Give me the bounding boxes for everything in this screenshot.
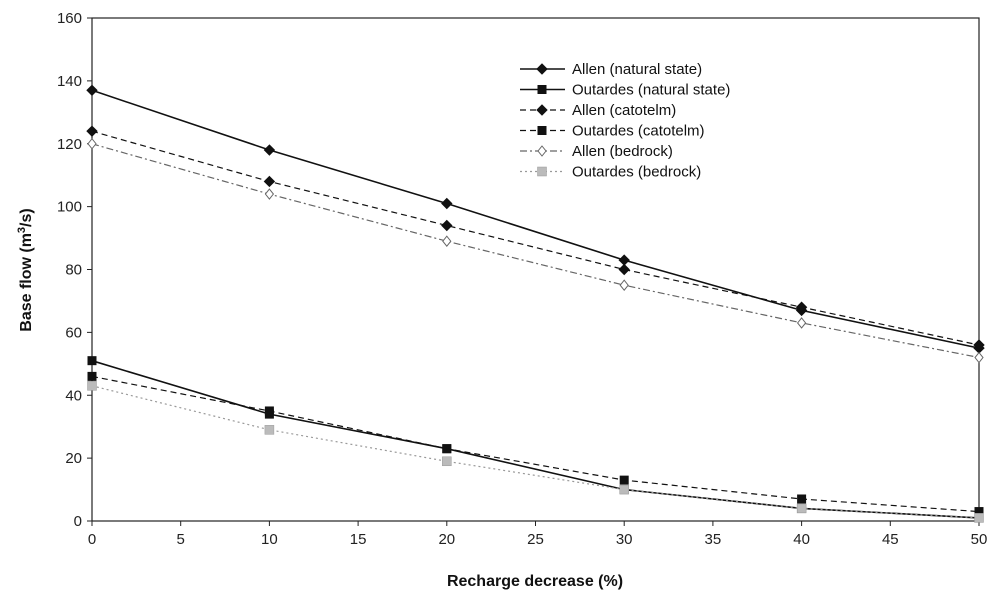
point-marker bbox=[537, 166, 547, 177]
point-marker bbox=[87, 381, 97, 391]
legend-label: Allen (catotelm) bbox=[572, 102, 676, 119]
y-tick-label: 100 bbox=[57, 199, 82, 216]
series-line bbox=[91, 143, 980, 359]
series-line bbox=[91, 130, 980, 346]
x-tick-label: 45 bbox=[882, 531, 899, 548]
point-marker bbox=[441, 219, 453, 232]
legend-item: Outardes (catotelm) bbox=[520, 123, 705, 140]
series-line bbox=[91, 89, 980, 349]
legend: Allen (natural state) Outardes (natural s… bbox=[520, 61, 730, 181]
legend-item: Outardes (natural state) bbox=[520, 82, 730, 99]
point-marker bbox=[796, 317, 807, 329]
point-marker bbox=[264, 188, 275, 200]
series-0 bbox=[86, 84, 985, 354]
point-marker bbox=[973, 339, 985, 351]
point-marker bbox=[442, 444, 452, 454]
point-marker bbox=[536, 104, 548, 116]
point-marker bbox=[87, 137, 97, 150]
series-2 bbox=[86, 125, 985, 351]
legend-label: Outardes (bedrock) bbox=[572, 164, 701, 181]
point-marker bbox=[86, 125, 98, 137]
x-tick-label: 0 bbox=[88, 531, 96, 548]
point-marker bbox=[263, 144, 276, 156]
x-tick-label: 30 bbox=[616, 531, 633, 548]
point-marker bbox=[264, 406, 274, 416]
legend-item: Allen (natural state) bbox=[520, 61, 702, 78]
point-marker bbox=[796, 503, 807, 514]
point-marker bbox=[536, 63, 548, 75]
y-axis-title-end: /s) bbox=[18, 208, 35, 227]
x-tick-label: 20 bbox=[438, 531, 455, 548]
legend-item: Allen (bedrock) bbox=[520, 143, 673, 160]
point-marker bbox=[974, 351, 984, 364]
point-marker bbox=[619, 484, 629, 495]
point-marker bbox=[263, 175, 276, 188]
point-marker bbox=[87, 371, 97, 381]
legend-item: Outardes (bedrock) bbox=[520, 164, 701, 181]
series-layer bbox=[86, 84, 985, 523]
point-marker bbox=[797, 494, 807, 504]
y-tick-label: 140 bbox=[57, 73, 82, 90]
point-marker bbox=[442, 235, 452, 248]
x-tick-label: 25 bbox=[527, 531, 544, 548]
series-5 bbox=[87, 381, 984, 523]
plot-area bbox=[91, 17, 980, 522]
legend-label: Outardes (natural state) bbox=[572, 82, 730, 99]
legend-label: Outardes (catotelm) bbox=[572, 123, 705, 140]
x-tick-label: 50 bbox=[971, 531, 988, 548]
series-line bbox=[91, 385, 980, 519]
point-marker bbox=[974, 507, 984, 517]
point-marker bbox=[537, 85, 547, 94]
y-axis-title-sup: 3 bbox=[16, 227, 28, 233]
legend-label: Allen (bedrock) bbox=[572, 143, 673, 160]
y-axis: 0 20 40 60 80 100 120 140 160 bbox=[57, 10, 92, 530]
series-3 bbox=[87, 371, 984, 517]
y-tick-label: 20 bbox=[65, 450, 82, 467]
y-tick-label: 160 bbox=[57, 10, 82, 27]
point-marker bbox=[537, 126, 547, 135]
x-axis: 0 5 10 15 20 25 30 35 40 45 50 bbox=[88, 521, 988, 548]
y-tick-label: 120 bbox=[57, 136, 82, 153]
series-line bbox=[91, 375, 980, 513]
point-marker bbox=[442, 456, 452, 467]
y-tick-label: 0 bbox=[74, 513, 82, 530]
x-axis-title: Recharge decrease (%) bbox=[447, 573, 623, 590]
point-marker bbox=[974, 513, 984, 523]
x-tick-label: 5 bbox=[177, 531, 185, 548]
point-marker bbox=[619, 279, 629, 292]
point-marker bbox=[537, 145, 547, 157]
x-tick-label: 40 bbox=[793, 531, 810, 548]
legend-label: Allen (natural state) bbox=[572, 61, 702, 78]
y-axis-title: Base flow (m3/s) bbox=[16, 208, 35, 331]
y-axis-title-main: Base flow (m bbox=[18, 233, 35, 332]
point-marker bbox=[795, 301, 808, 313]
point-marker bbox=[619, 475, 629, 485]
legend-item: Allen (catotelm) bbox=[520, 102, 676, 119]
series-4 bbox=[87, 137, 984, 364]
point-marker bbox=[264, 425, 275, 435]
x-tick-label: 10 bbox=[261, 531, 278, 548]
x-tick-label: 15 bbox=[350, 531, 367, 548]
point-marker bbox=[441, 197, 453, 210]
point-marker bbox=[86, 84, 98, 97]
x-tick-label: 35 bbox=[705, 531, 722, 548]
y-tick-label: 40 bbox=[65, 387, 82, 404]
y-tick-label: 80 bbox=[65, 262, 82, 279]
point-marker bbox=[87, 356, 97, 366]
point-marker bbox=[618, 263, 630, 276]
y-tick-label: 60 bbox=[65, 324, 82, 341]
